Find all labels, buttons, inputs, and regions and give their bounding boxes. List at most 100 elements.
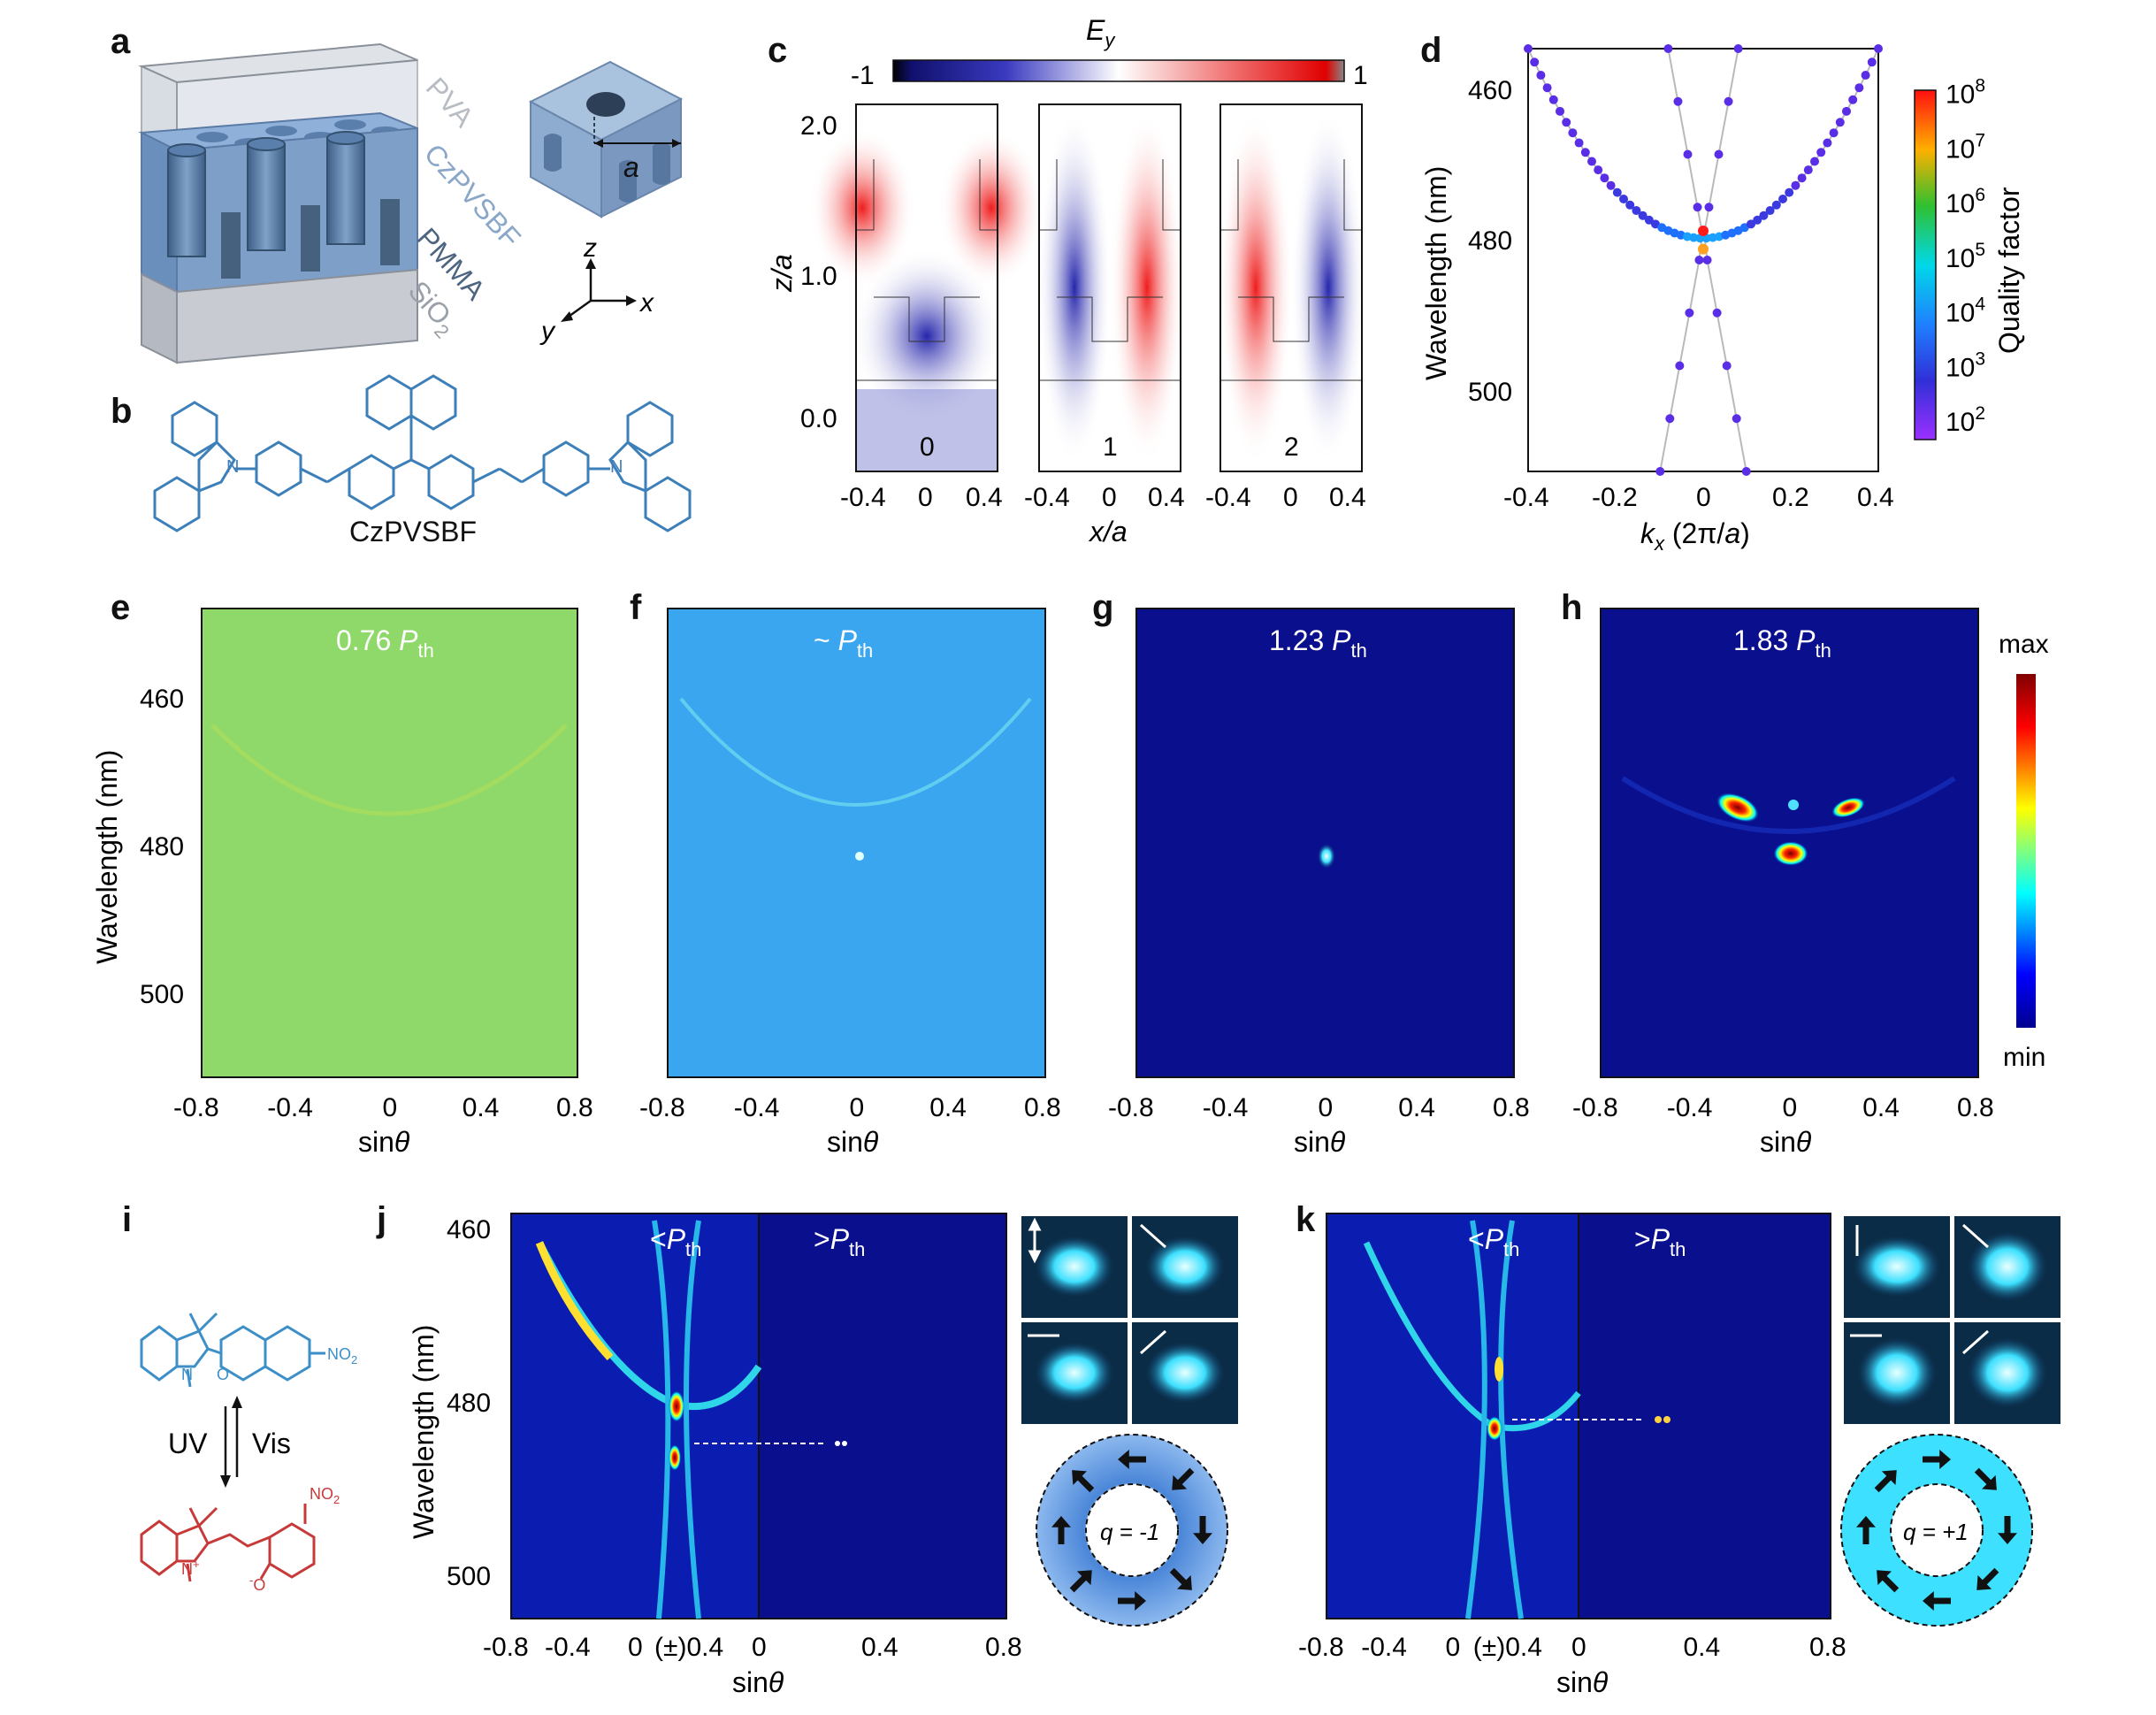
d-parabola-point — [1791, 180, 1800, 190]
f-heatmap — [667, 608, 1046, 1078]
atom-n-left: N — [226, 457, 239, 477]
d-parabola-point — [1867, 57, 1877, 67]
panel-i: N O NO2 UV Vis NO2 N+ -O — [140, 1312, 357, 1594]
xtick-label: 0 — [850, 1093, 865, 1122]
d-parabola-point — [1600, 173, 1609, 183]
polarization-arrowhead — [1881, 1470, 1897, 1485]
d-parabola-point — [1765, 206, 1775, 216]
xtick-label: 0 — [1783, 1093, 1798, 1122]
d-cross-point — [1704, 203, 1714, 212]
j-ytick: 460 — [447, 1215, 491, 1244]
d-parabola-point — [1810, 157, 1819, 166]
d-parabola-point — [1625, 200, 1635, 210]
d-series-group — [1524, 44, 1883, 476]
xtick-label: (±)0.4 — [1473, 1633, 1542, 1662]
d-parabola-point — [1823, 138, 1832, 148]
axis-z-label: z — [583, 234, 597, 263]
e-ytick: 460 — [140, 685, 184, 714]
xtick-label: 0.4 — [1398, 1093, 1435, 1122]
h-colorbar-min: min — [2003, 1043, 2045, 1072]
c-ytick-2: 2.0 — [800, 111, 837, 141]
no2-bottom: NO2 — [310, 1485, 340, 1506]
d-parabola-point — [1562, 118, 1571, 127]
g-heatmap — [1135, 608, 1515, 1078]
d-parabola-point — [1530, 57, 1540, 67]
uv-label: UV — [168, 1428, 208, 1459]
d-ytick: 480 — [1468, 226, 1512, 256]
d-parabola-point — [1803, 165, 1813, 175]
d-xlabel: kx (2π/a) — [1640, 517, 1750, 555]
polarization-arrowhead — [1877, 1570, 1892, 1586]
h-colorbar-max: max — [1999, 630, 2049, 659]
c-mode-label-0: 0 — [920, 433, 935, 462]
polarization-arrowhead — [1193, 1533, 1212, 1544]
c-xtick: -0.4 — [840, 483, 886, 512]
d-ytick: 460 — [1468, 76, 1512, 105]
panel-a-device-schematic: PVA CzPVSBF PMMA SiO2 — [138, 42, 527, 364]
d-ylabel: Wavelength (nm) — [1420, 166, 1452, 380]
j-charge: q = -1 — [1100, 1519, 1159, 1545]
c-map-mode-1: 1 — [1037, 103, 1184, 472]
d-parabola-point — [1854, 83, 1864, 93]
xtick-label: 0.4 — [929, 1093, 967, 1122]
d-cross-point — [1673, 96, 1683, 106]
d-parabola-point — [1524, 44, 1533, 53]
d-cross-point — [1702, 256, 1712, 264]
d-parabola-point — [1842, 106, 1851, 116]
d-parabola-point — [1580, 148, 1590, 157]
xtick-label: 0.4 — [463, 1093, 500, 1122]
d-cross-point — [1714, 149, 1724, 159]
d-cross-point — [1712, 308, 1722, 318]
d-parabola-point — [1594, 165, 1603, 175]
d-parabola-point — [1778, 195, 1787, 204]
atom-nplus: N+ — [181, 1558, 200, 1578]
d-parabola-point — [1548, 95, 1558, 104]
xtick-label: -0.8 — [1298, 1633, 1344, 1662]
e-ytick: 500 — [140, 980, 184, 1009]
xtick-label: -0.4 — [1203, 1093, 1249, 1122]
polarization-arrow — [1169, 1567, 1188, 1586]
d-q-tick: 108 — [1946, 76, 1985, 110]
d-cross-point — [1722, 361, 1732, 371]
e-power: 0.76 Pth — [336, 624, 434, 662]
panel-d: Wavelength (nm) 460 480 500 -0.4 -0.2 0 … — [1420, 44, 2025, 555]
k-below: <Pth — [1468, 1223, 1519, 1260]
d-parabola-point — [1619, 195, 1628, 204]
c-map-mode-0: 0 — [809, 103, 1044, 472]
d-parabola-point — [1638, 211, 1648, 220]
d-cross-point — [1694, 256, 1704, 264]
d-parabola-point — [1568, 128, 1578, 138]
atom-n-right: N — [610, 457, 623, 477]
polarization-arrow — [1076, 1474, 1095, 1493]
atom-ominus: -O — [249, 1573, 265, 1594]
layer-label-pva: PVA — [420, 72, 480, 134]
d-xtick: -0.2 — [1592, 483, 1638, 512]
d-parabola-point — [1612, 188, 1622, 197]
panel-a-axes: z x y — [539, 234, 654, 346]
panel-c: Ey -1 1 0 1 2 — [766, 14, 1368, 547]
c-colorbar-max: 1 — [1353, 61, 1368, 90]
d-xtick: -0.4 — [1503, 483, 1549, 512]
k-above: >Pth — [1634, 1223, 1686, 1260]
xtick-label: -0.8 — [173, 1093, 219, 1122]
xtick-label: -0.4 — [545, 1633, 591, 1662]
j-below: <Pth — [650, 1223, 701, 1260]
panel-label-i: i — [122, 1200, 132, 1239]
d-cross-point — [1732, 414, 1741, 424]
c-ylabel: z/a — [766, 254, 798, 293]
xtick-label: -0.4 — [267, 1093, 313, 1122]
axis-y-label: y — [539, 317, 556, 346]
panel-a-unit-cell: a — [528, 60, 684, 218]
d-cross-point — [1693, 203, 1702, 212]
d-q-tick: 107 — [1946, 130, 1985, 164]
d-parabola-point — [1874, 44, 1883, 53]
c-xtick: -0.4 — [1024, 483, 1070, 512]
d-q-tick: 106 — [1946, 185, 1985, 218]
xtick-label: -0.4 — [1667, 1093, 1713, 1122]
k-xlabel: sinθ — [1556, 1666, 1609, 1698]
c-ytick-1: 1.0 — [800, 262, 837, 291]
d-parabola-point — [1759, 211, 1769, 220]
d-q-tick: 103 — [1946, 348, 1985, 382]
atom-n-i: N — [181, 1366, 193, 1383]
